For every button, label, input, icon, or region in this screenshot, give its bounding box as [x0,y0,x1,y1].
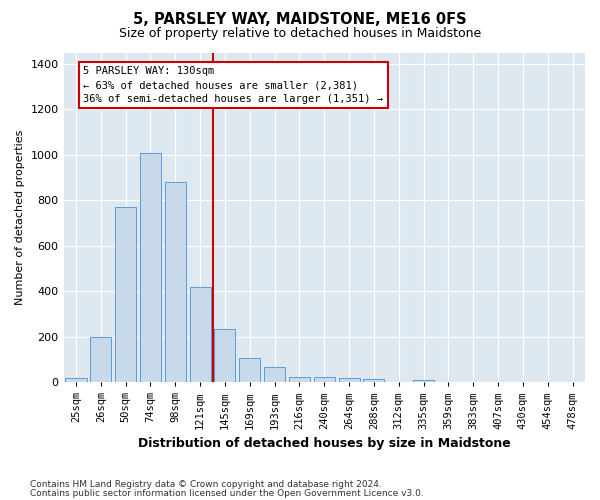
Bar [115,207,136,382]
Bar [264,368,285,382]
Bar [140,152,161,382]
Bar [314,377,335,382]
Bar [239,358,260,382]
Text: Contains public sector information licensed under the Open Government Licence v3: Contains public sector information licen… [30,488,424,498]
Text: Size of property relative to detached houses in Maidstone: Size of property relative to detached ho… [119,28,481,40]
Bar [338,378,359,382]
Bar [165,182,186,382]
Text: 5 PARSLEY WAY: 130sqm
← 63% of detached houses are smaller (2,381)
36% of semi-d: 5 PARSLEY WAY: 130sqm ← 63% of detached … [83,66,383,104]
Y-axis label: Number of detached properties: Number of detached properties [15,130,25,305]
Bar [289,377,310,382]
Bar [364,380,385,382]
Bar [65,378,86,382]
X-axis label: Distribution of detached houses by size in Maidstone: Distribution of detached houses by size … [138,437,511,450]
Bar [90,336,112,382]
Bar [413,380,434,382]
Bar [190,286,211,382]
Bar [214,328,235,382]
Text: 5, PARSLEY WAY, MAIDSTONE, ME16 0FS: 5, PARSLEY WAY, MAIDSTONE, ME16 0FS [133,12,467,28]
Text: Contains HM Land Registry data © Crown copyright and database right 2024.: Contains HM Land Registry data © Crown c… [30,480,382,489]
